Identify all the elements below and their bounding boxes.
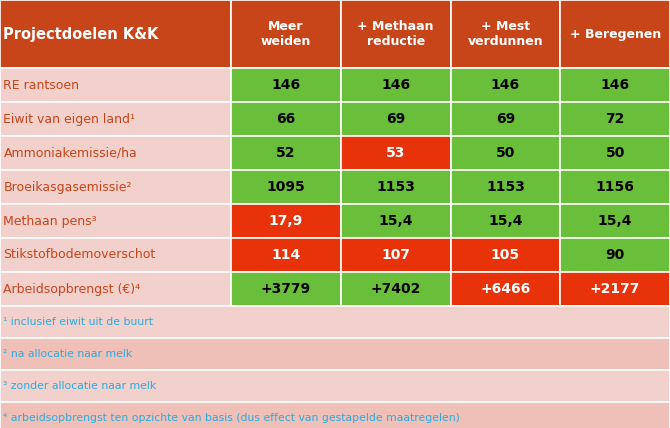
Text: 69: 69	[386, 112, 405, 126]
Text: 90: 90	[606, 248, 624, 262]
Text: 66: 66	[277, 112, 295, 126]
Bar	[0, 170, 231, 204]
Text: 52: 52	[276, 146, 295, 160]
Text: RE rantsoen: RE rantsoen	[3, 78, 80, 92]
Text: 15,4: 15,4	[598, 214, 632, 228]
Bar	[231, 102, 341, 136]
Text: 105: 105	[491, 248, 520, 262]
Text: 15,4: 15,4	[379, 214, 413, 228]
Bar	[560, 238, 670, 272]
Text: Arbeidsopbrengst (€)⁴: Arbeidsopbrengst (€)⁴	[3, 282, 141, 295]
Text: Methaan pens³: Methaan pens³	[3, 214, 97, 228]
Text: ² na allocatie naar melk: ² na allocatie naar melk	[3, 349, 133, 359]
Bar	[231, 136, 341, 170]
Bar	[341, 0, 450, 68]
Bar	[560, 272, 670, 306]
Bar	[450, 102, 560, 136]
Text: + Mest
verdunnen: + Mest verdunnen	[468, 20, 543, 48]
Text: ³ zonder allocatie naar melk: ³ zonder allocatie naar melk	[3, 381, 157, 391]
Bar	[231, 204, 341, 238]
Bar	[341, 204, 450, 238]
Bar	[0, 272, 231, 306]
Text: 15,4: 15,4	[488, 214, 523, 228]
Text: +7402: +7402	[371, 282, 421, 296]
Text: 114: 114	[271, 248, 301, 262]
Bar	[450, 68, 560, 102]
Text: 53: 53	[386, 146, 405, 160]
Bar	[231, 68, 341, 102]
Bar	[0, 136, 231, 170]
Bar	[0, 0, 231, 68]
Bar	[231, 238, 341, 272]
Bar	[341, 272, 450, 306]
Bar	[0, 402, 670, 428]
Bar	[0, 204, 231, 238]
Bar	[450, 0, 560, 68]
Text: Meer
weiden: Meer weiden	[261, 20, 311, 48]
Text: +6466: +6466	[480, 282, 531, 296]
Text: + Methaan
reductie: + Methaan reductie	[358, 20, 434, 48]
Bar	[560, 102, 670, 136]
Bar	[560, 0, 670, 68]
Text: 146: 146	[491, 78, 520, 92]
Text: 146: 146	[600, 78, 630, 92]
Text: +2177: +2177	[590, 282, 641, 296]
Bar	[341, 136, 450, 170]
Text: 50: 50	[496, 146, 515, 160]
Bar	[0, 338, 670, 370]
Text: 50: 50	[606, 146, 625, 160]
Text: Ammoniakemissie/ha: Ammoniakemissie/ha	[3, 146, 137, 160]
Bar	[450, 272, 560, 306]
Text: 1153: 1153	[486, 180, 525, 194]
Bar	[450, 238, 560, 272]
Bar	[560, 68, 670, 102]
Bar	[0, 102, 231, 136]
Text: 146: 146	[381, 78, 410, 92]
Text: +3779: +3779	[261, 282, 311, 296]
Text: Stikstofbodemoverschot: Stikstofbodemoverschot	[3, 249, 155, 262]
Text: 1095: 1095	[267, 180, 306, 194]
Text: Broeikasgasemissie²: Broeikasgasemissie²	[3, 181, 132, 193]
Bar	[231, 170, 341, 204]
Bar	[341, 170, 450, 204]
Bar	[0, 306, 670, 338]
Text: 17,9: 17,9	[269, 214, 303, 228]
Bar	[341, 68, 450, 102]
Bar	[560, 136, 670, 170]
Bar	[450, 170, 560, 204]
Text: 69: 69	[496, 112, 515, 126]
Text: ⁴ arbeidsopbrengst ten opzichte van basis (dus effect van gestapelde maatregelen: ⁴ arbeidsopbrengst ten opzichte van basi…	[3, 413, 460, 423]
Text: 107: 107	[381, 248, 410, 262]
Bar	[560, 170, 670, 204]
Bar	[0, 238, 231, 272]
Bar	[0, 68, 231, 102]
Bar	[450, 204, 560, 238]
Bar	[560, 204, 670, 238]
Text: Eiwit van eigen land¹: Eiwit van eigen land¹	[3, 113, 135, 125]
Bar	[231, 0, 341, 68]
Text: 72: 72	[606, 112, 625, 126]
Bar	[341, 102, 450, 136]
Text: Projectdoelen K&K: Projectdoelen K&K	[3, 27, 159, 42]
Text: 1153: 1153	[377, 180, 415, 194]
Bar	[231, 272, 341, 306]
Text: ¹ inclusief eiwit uit de buurt: ¹ inclusief eiwit uit de buurt	[3, 317, 153, 327]
Text: 146: 146	[271, 78, 301, 92]
Text: + Beregenen: + Beregenen	[570, 27, 661, 41]
Bar	[450, 136, 560, 170]
Bar	[0, 370, 670, 402]
Text: 1156: 1156	[596, 180, 634, 194]
Bar	[341, 238, 450, 272]
